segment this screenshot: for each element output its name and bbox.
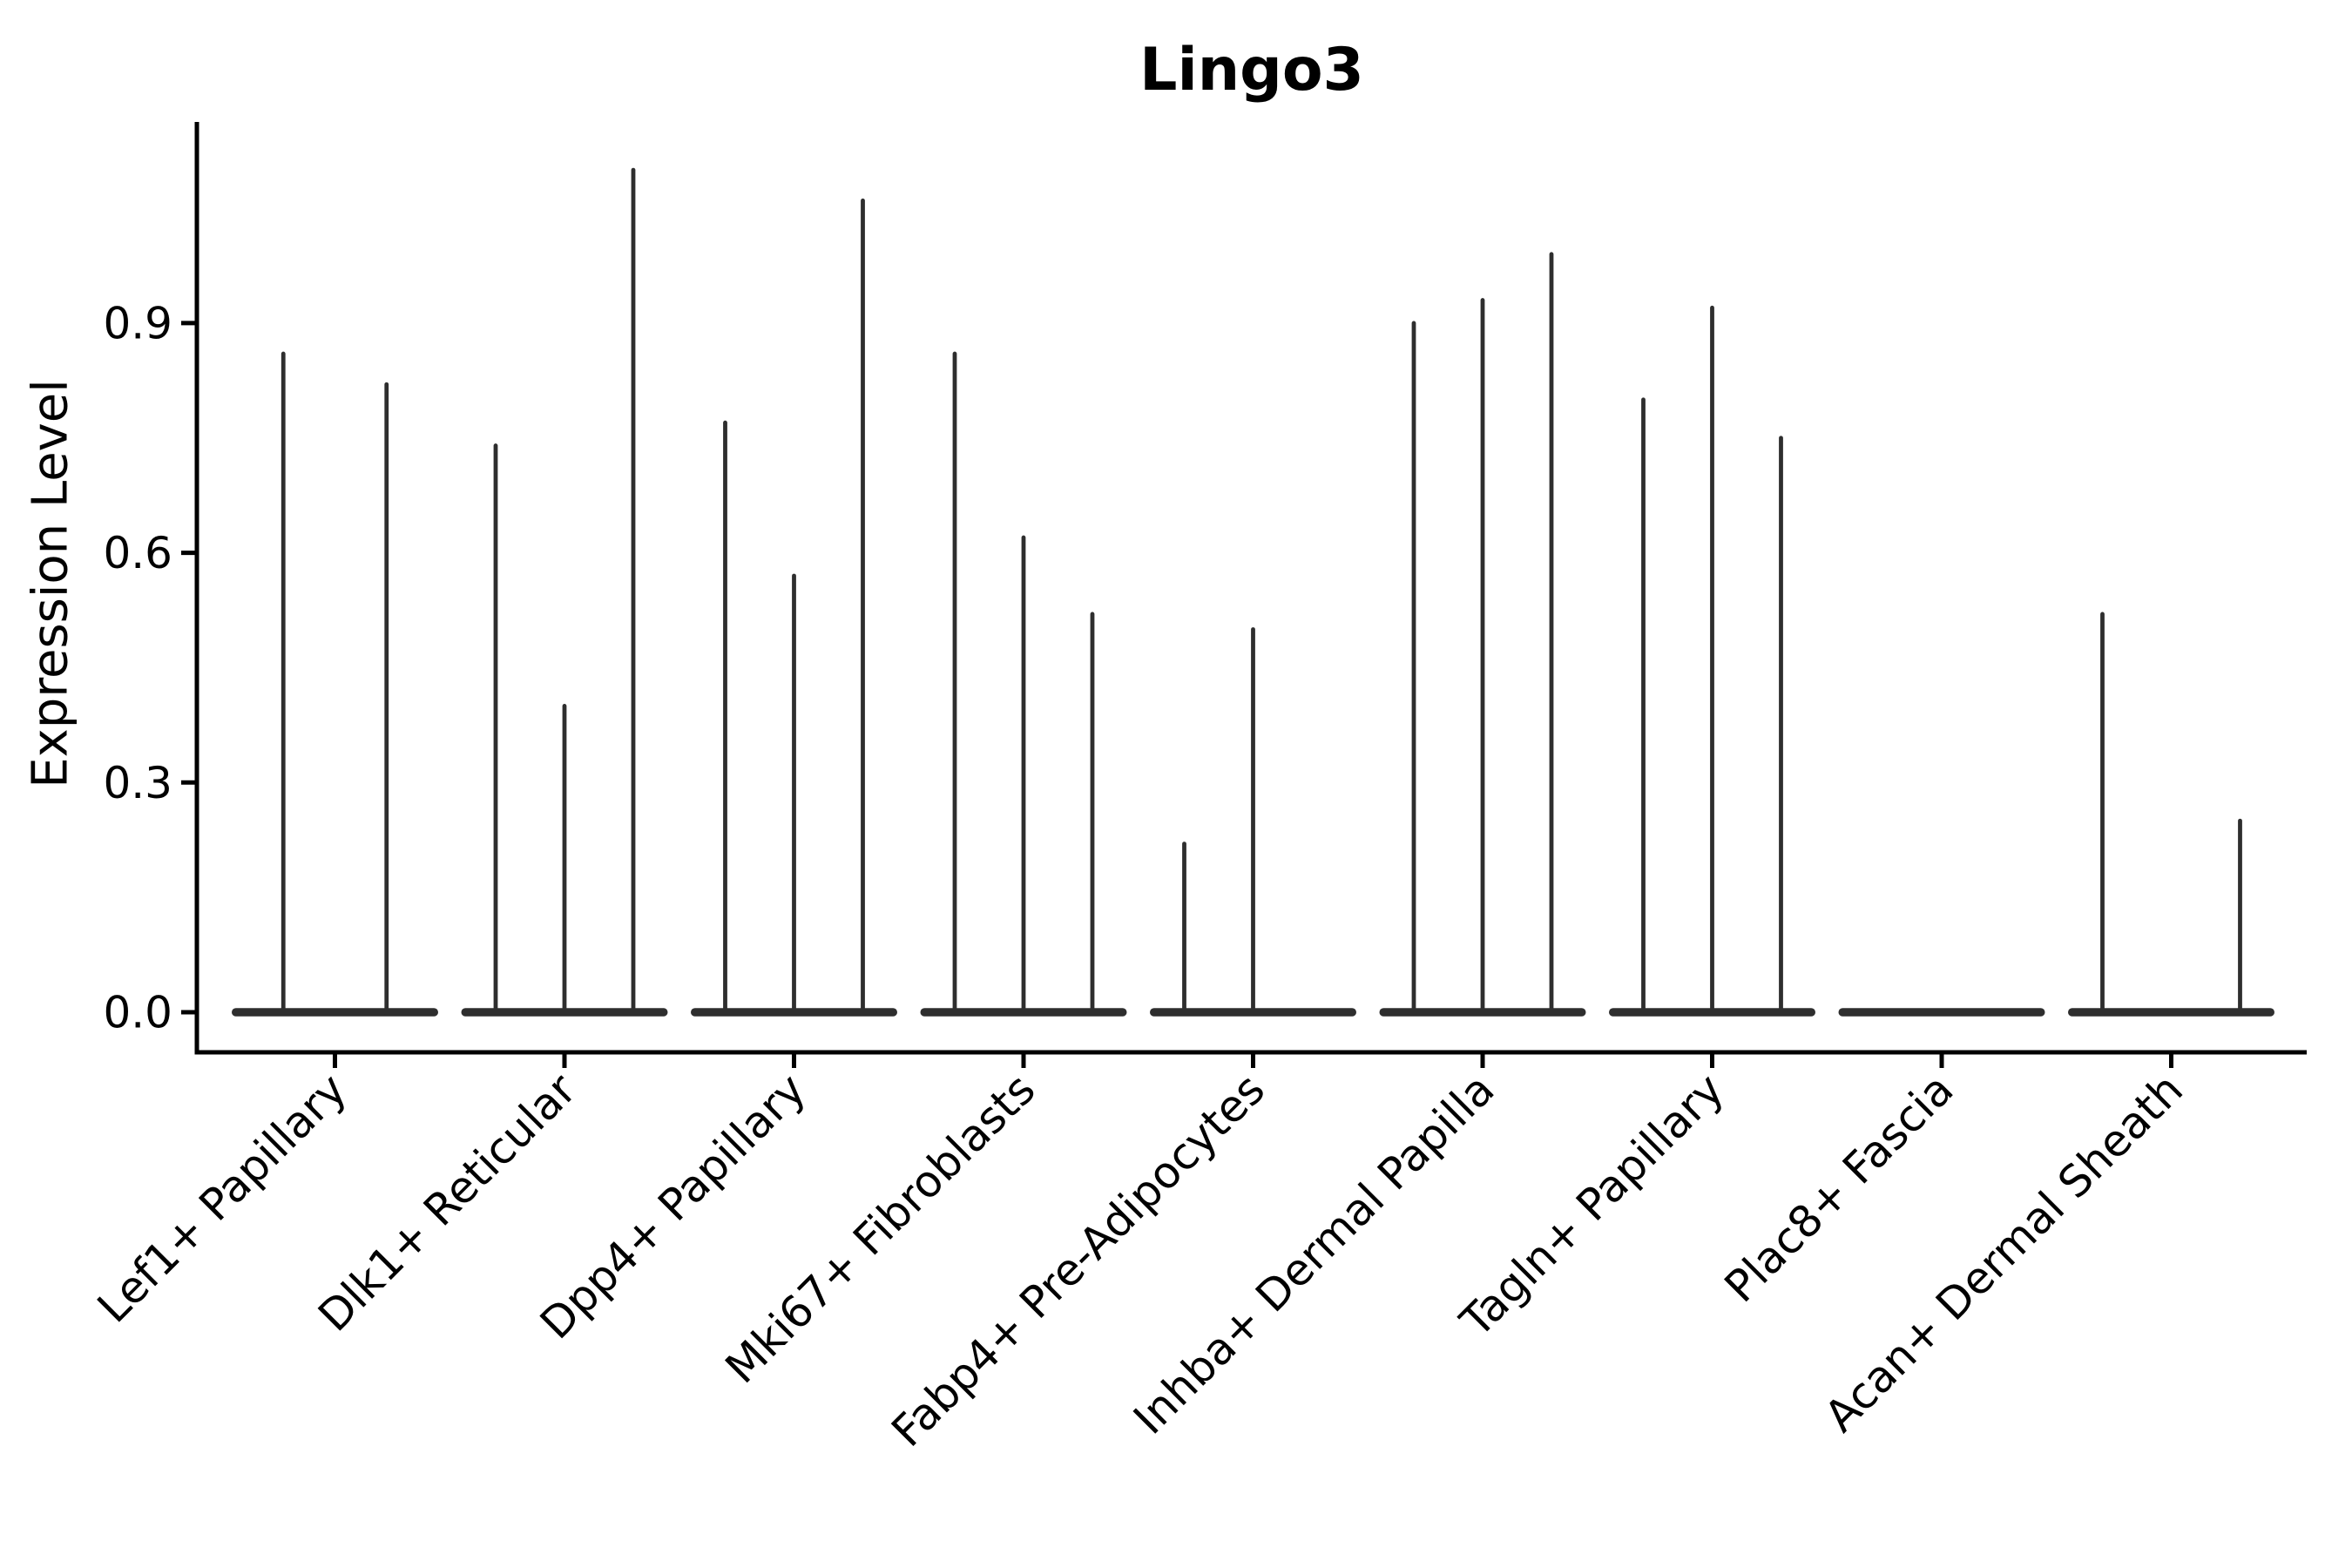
x-tick-label: Plac8+ Fascia [1715, 1064, 1963, 1312]
x-tick-label: Fabp4+ Pre-Adipocytes [882, 1064, 1274, 1456]
violin-base [232, 1008, 438, 1017]
chart-title: Lingo3 [1139, 36, 1364, 105]
y-tick-label: 0.9 [103, 298, 172, 348]
violin-base [2068, 1008, 2274, 1017]
y-tick-label: 0.6 [103, 528, 172, 578]
x-tick-label: Lef1+ Papillary [88, 1064, 356, 1332]
violin-base [1838, 1008, 2045, 1017]
y-tick-label: 0.0 [103, 988, 172, 1038]
y-tick-label: 0.3 [103, 758, 172, 808]
